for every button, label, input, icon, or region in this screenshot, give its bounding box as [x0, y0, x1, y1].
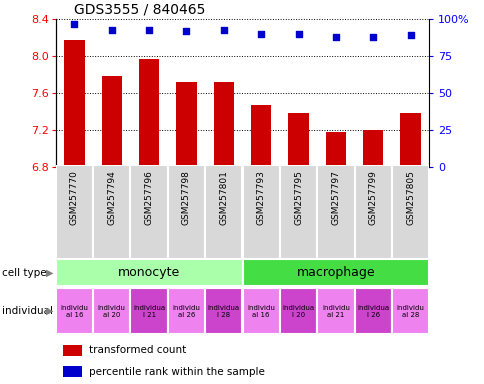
Bar: [130, 165, 167, 259]
Point: [257, 31, 265, 37]
Text: individu
al 16: individu al 16: [60, 305, 88, 318]
Text: individual: individual: [2, 306, 53, 316]
Text: GSM257795: GSM257795: [293, 170, 302, 225]
Text: individua
l 26: individua l 26: [356, 305, 389, 318]
Bar: [167, 165, 205, 259]
Bar: [64, 40, 85, 167]
Bar: [250, 105, 271, 167]
Bar: [56, 288, 93, 334]
Text: transformed count: transformed count: [89, 345, 186, 355]
Text: GSM257799: GSM257799: [368, 170, 377, 225]
Bar: [138, 59, 159, 167]
Bar: [167, 288, 205, 334]
Text: GDS3555 / 840465: GDS3555 / 840465: [75, 3, 205, 17]
Point: [406, 32, 413, 38]
Text: cell type: cell type: [2, 268, 47, 278]
Bar: [93, 165, 130, 259]
Text: percentile rank within the sample: percentile rank within the sample: [89, 366, 265, 376]
Text: GSM257770: GSM257770: [70, 170, 79, 225]
Text: individua
l 21: individua l 21: [133, 305, 165, 318]
Text: individu
al 21: individu al 21: [321, 305, 349, 318]
Point: [182, 28, 190, 34]
Bar: [63, 345, 82, 356]
Point: [219, 26, 227, 33]
Point: [145, 26, 153, 33]
Text: GSM257796: GSM257796: [144, 170, 153, 225]
Text: ▶: ▶: [46, 306, 53, 316]
Bar: [205, 288, 242, 334]
Bar: [213, 82, 234, 167]
Text: individu
al 28: individu al 28: [396, 305, 424, 318]
Text: individua
l 28: individua l 28: [207, 305, 240, 318]
Bar: [287, 113, 308, 167]
Bar: [279, 288, 317, 334]
Bar: [354, 165, 391, 259]
Bar: [101, 76, 122, 167]
Text: individu
al 16: individu al 16: [247, 305, 274, 318]
Text: GSM257805: GSM257805: [405, 170, 414, 225]
Text: GSM257801: GSM257801: [219, 170, 228, 225]
Bar: [391, 165, 428, 259]
Bar: [205, 165, 242, 259]
Bar: [317, 165, 354, 259]
Bar: [63, 366, 82, 377]
Text: GSM257793: GSM257793: [256, 170, 265, 225]
Bar: [279, 165, 317, 259]
Bar: [354, 288, 391, 334]
Bar: [56, 259, 242, 286]
Bar: [391, 288, 428, 334]
Text: individu
al 26: individu al 26: [172, 305, 200, 318]
Point: [294, 31, 302, 37]
Text: individu
al 20: individu al 20: [98, 305, 125, 318]
Point: [107, 26, 115, 33]
Point: [71, 21, 78, 27]
Point: [369, 34, 377, 40]
Bar: [130, 288, 167, 334]
Bar: [242, 288, 279, 334]
Text: ▶: ▶: [46, 268, 53, 278]
Bar: [399, 113, 420, 167]
Bar: [242, 259, 428, 286]
Bar: [176, 82, 197, 167]
Bar: [362, 130, 383, 167]
Text: GSM257794: GSM257794: [107, 170, 116, 225]
Text: macrophage: macrophage: [296, 266, 375, 279]
Text: GSM257797: GSM257797: [331, 170, 340, 225]
Bar: [56, 165, 93, 259]
Point: [331, 34, 339, 40]
Bar: [242, 165, 279, 259]
Bar: [317, 288, 354, 334]
Bar: [325, 132, 346, 167]
Bar: [93, 288, 130, 334]
Text: monocyte: monocyte: [118, 266, 180, 279]
Text: individua
l 20: individua l 20: [282, 305, 314, 318]
Text: GSM257798: GSM257798: [182, 170, 191, 225]
